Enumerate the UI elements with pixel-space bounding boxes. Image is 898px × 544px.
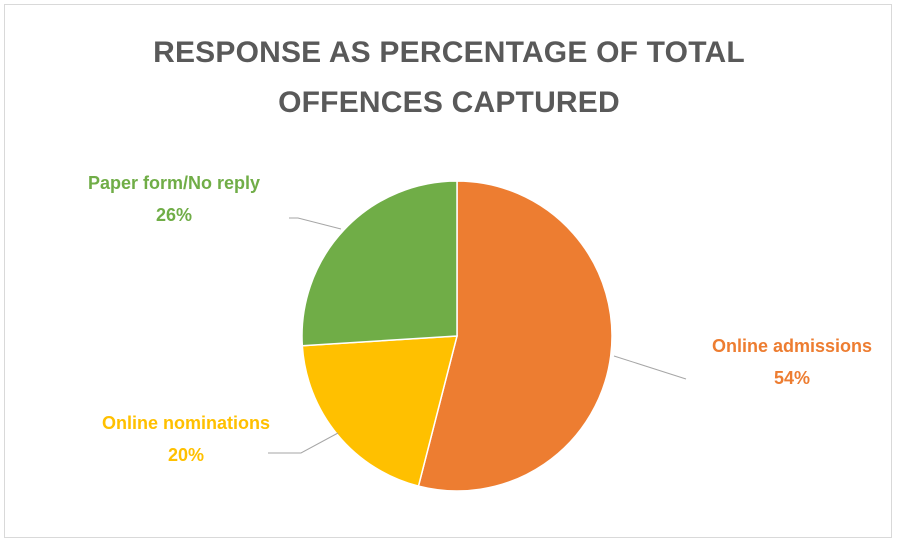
data-label-value: 20%	[168, 445, 204, 465]
leader-lines	[268, 217, 687, 454]
data-label-category: Online nominations	[102, 413, 270, 433]
data-label-category: Paper form/No reply	[88, 173, 260, 193]
data-label: Paper form/No reply 26%	[88, 173, 260, 225]
slice-labels: Online admissions 54% Online nominations 20…	[88, 173, 872, 465]
leader-line	[289, 217, 342, 230]
data-label-value: 26%	[156, 205, 192, 225]
data-label-category: Online admissions	[712, 336, 872, 356]
pie-slices	[301, 180, 613, 492]
leader-line	[268, 432, 339, 454]
pie-slice-online-admissions	[417, 180, 613, 492]
chart-title: RESPONSE AS PERCENTAGE OF TOTAL OFFENCES…	[0, 28, 898, 128]
pie-slice-online-nominations	[301, 335, 458, 488]
chart-title-line-2: OFFENCES CAPTURED	[278, 86, 620, 119]
pie-slice-paper-form-no-reply	[301, 180, 458, 347]
chart-title-line-1: RESPONSE AS PERCENTAGE OF TOTAL	[153, 36, 745, 69]
leader-line	[613, 355, 687, 380]
data-label: Online admissions 54%	[712, 336, 872, 388]
data-label: Online nominations 20%	[102, 413, 270, 465]
data-label-value: 54%	[774, 368, 810, 388]
